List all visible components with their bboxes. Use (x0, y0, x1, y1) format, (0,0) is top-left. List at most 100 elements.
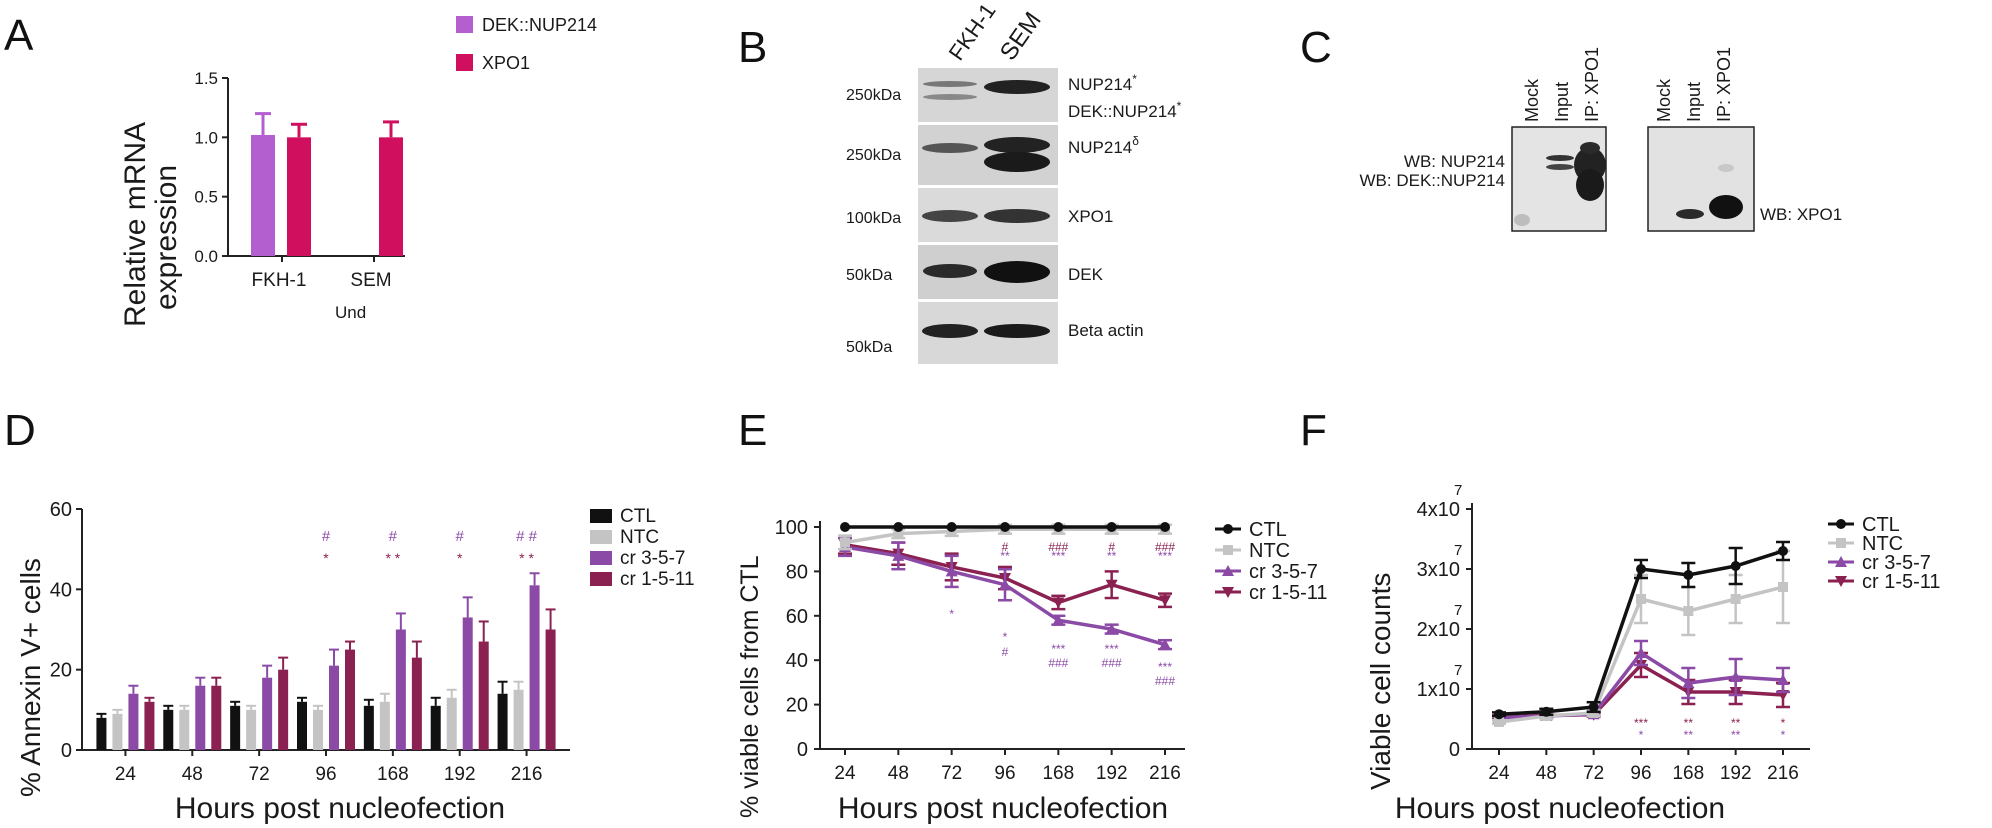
chart-e-point (1052, 597, 1065, 609)
chart-f-x-tick-label: 96 (1630, 763, 1651, 784)
chart-d-bar (462, 617, 473, 750)
chart-d-bar (297, 701, 307, 750)
chart-d-bar (278, 669, 289, 750)
chart-e-x-axis-label: Hours post nucleofection (838, 792, 1168, 825)
chart-e-y-tick-label: 60 (786, 606, 808, 628)
chart-f-point (1683, 570, 1694, 580)
chart-e-point (1159, 595, 1171, 607)
chart-f-point (1636, 564, 1646, 574)
panel-letter-c: C (1300, 23, 1332, 72)
blot-b-size-4: 50kDa (846, 267, 892, 284)
chart-e-point (840, 537, 850, 548)
chart-e-x-tick-label: 24 (834, 763, 856, 784)
chart-f-point (1778, 582, 1788, 592)
blot-c-left-lane-input: Input (1552, 82, 1572, 122)
chart-e-significance-top-star: *** (1051, 549, 1065, 563)
chart-f-legend-marker (1836, 519, 1846, 529)
chart-f-x-axis-label: Hours post nucleofection (1395, 792, 1725, 825)
chart-d-bar (313, 709, 323, 750)
chart-f-significance-line-1: ** (1684, 716, 1694, 730)
chart-a-y-tick-label: 1.5 (194, 69, 218, 88)
blot-b-label-beta-actin: Beta actin (1068, 321, 1144, 340)
panel-letter-e: E (738, 406, 767, 455)
blot-b-size-3: 100kDa (846, 210, 901, 227)
chart-a-x-tick-label: SEM (350, 270, 391, 291)
chart-f-legend-label: CTL (1862, 514, 1900, 536)
chart-f-point (1683, 606, 1694, 616)
chart-e-x-tick-label: 96 (994, 763, 1015, 784)
chart-f-x-tick-label: 192 (1720, 763, 1752, 784)
chart-a-y-tick-label: 1.0 (194, 128, 218, 147)
chart-d-legend-label: NTC (620, 527, 659, 548)
chart-d-x-tick-label: 48 (182, 764, 203, 785)
blot-c-label-nup214: WB: NUP214 (1404, 152, 1505, 171)
chart-d-y-tick-label: 40 (50, 579, 72, 601)
blot-b-label-nup214-delta: NUP214δ (1068, 134, 1139, 157)
chart-e-point (1160, 522, 1170, 532)
chart-d-bar (446, 697, 457, 750)
blot-c-left-lane-ip: IP: XPO1 (1582, 47, 1602, 122)
chart-f-y-tick-label: 4x10 (1417, 499, 1460, 521)
chart-d-bar (112, 713, 123, 750)
blot-b-lane-sem: SEM (995, 7, 1047, 65)
chart-e-significance-bottom: ### (1048, 656, 1068, 670)
chart-e-y-axis-label: % viable cells from CTL (736, 555, 764, 818)
chart-d-significance-hash: # (389, 528, 398, 545)
chart-f-significance-line-1: * (1781, 716, 1786, 730)
chart-f-legend-marker (1835, 576, 1847, 587)
chart-f-point (1635, 647, 1647, 658)
chart-d-bar (262, 677, 273, 750)
blot-c-left-image (1511, 126, 1607, 232)
chart-e-significance-bottom: * (949, 607, 954, 621)
chart-e-legend-marker (1222, 565, 1234, 576)
chart-a-bar (251, 134, 275, 256)
blot-b-label-nup214: NUP214* (1068, 72, 1137, 94)
chart-d-bar (211, 685, 222, 750)
chart-f-y-tick-label: 0 (1449, 739, 1460, 761)
panel-letter-b: B (738, 23, 767, 72)
chart-e-significance-bottom: ### (1155, 674, 1175, 688)
chart-d-legend-label: CTL (620, 506, 656, 527)
chart-e-y-tick-label: 20 (786, 695, 808, 717)
chart-f-significance-line-2: * (1781, 728, 1786, 742)
chart-d-bar (329, 665, 339, 750)
blot-c-right-lane-ip: IP: XPO1 (1714, 47, 1734, 122)
blot-c-right-lane-mock: Mock (1654, 78, 1674, 122)
chart-d-legend-swatch (590, 509, 612, 523)
panel-letter-f: F (1300, 406, 1327, 455)
chart-f-significance-line-1: ** (1731, 716, 1741, 730)
chart-d-bar (430, 705, 441, 750)
chart-e-legend-marker (1223, 545, 1233, 555)
chart-d-significance-star: * (457, 550, 463, 566)
blot-c: Mock Input IP: XPO1 Mock Input IP: XPO1 … (1360, 47, 1842, 232)
chart-e-legend-label: NTC (1249, 540, 1290, 562)
chart-d-x-tick-label: 72 (249, 764, 270, 785)
chart-e-point (945, 565, 958, 577)
chart-d-bar (246, 709, 257, 750)
chart-e-x-tick-label: 48 (888, 763, 909, 784)
chart-e-significance-bottom: *** (1158, 660, 1172, 674)
chart-a-y-tick-label: 0.0 (194, 247, 218, 266)
chart-f-legend-marker (1836, 538, 1846, 548)
chart-d-y-tick-label: 20 (50, 660, 72, 682)
chart-f-x-tick-label: 216 (1767, 763, 1799, 784)
blot-c-left-lane-mock: Mock (1522, 78, 1542, 122)
chart-e-point (1106, 522, 1117, 532)
chart-f-point (1494, 717, 1504, 727)
blot-b-strip-4 (918, 245, 1058, 299)
chart-e-y-tick-label: 100 (775, 517, 808, 539)
chart-d-y-axis-label: % Annexin V+ cells (15, 558, 46, 797)
chart-d-bar (513, 689, 524, 750)
blot-b-label-dek: DEK (1068, 265, 1104, 284)
blot-c-label-dek-nup214: WB: DEK::NUP214 (1360, 171, 1506, 190)
chart-e-x-tick-label: 192 (1096, 763, 1128, 784)
chart-f-point (1541, 706, 1552, 717)
chart-f-point (1729, 671, 1742, 682)
chart-d-bar (163, 709, 174, 750)
blot-b: FKH-1 SEM 250kDa (846, 0, 1182, 364)
blot-b-strip-1 (918, 68, 1058, 122)
chart-a-legend-label: XPO1 (482, 53, 530, 73)
blot-b-strip-5 (918, 302, 1058, 364)
